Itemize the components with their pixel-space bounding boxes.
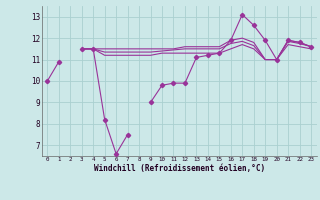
X-axis label: Windchill (Refroidissement éolien,°C): Windchill (Refroidissement éolien,°C): [94, 164, 265, 173]
